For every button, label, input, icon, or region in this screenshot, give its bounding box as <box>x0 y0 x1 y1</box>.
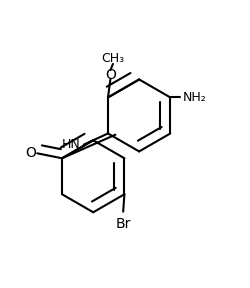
Text: CH₃: CH₃ <box>101 52 124 65</box>
Text: HN: HN <box>61 138 80 151</box>
Text: O: O <box>26 146 36 160</box>
Text: NH₂: NH₂ <box>182 91 206 104</box>
Text: O: O <box>104 68 116 82</box>
Text: Br: Br <box>115 217 130 231</box>
